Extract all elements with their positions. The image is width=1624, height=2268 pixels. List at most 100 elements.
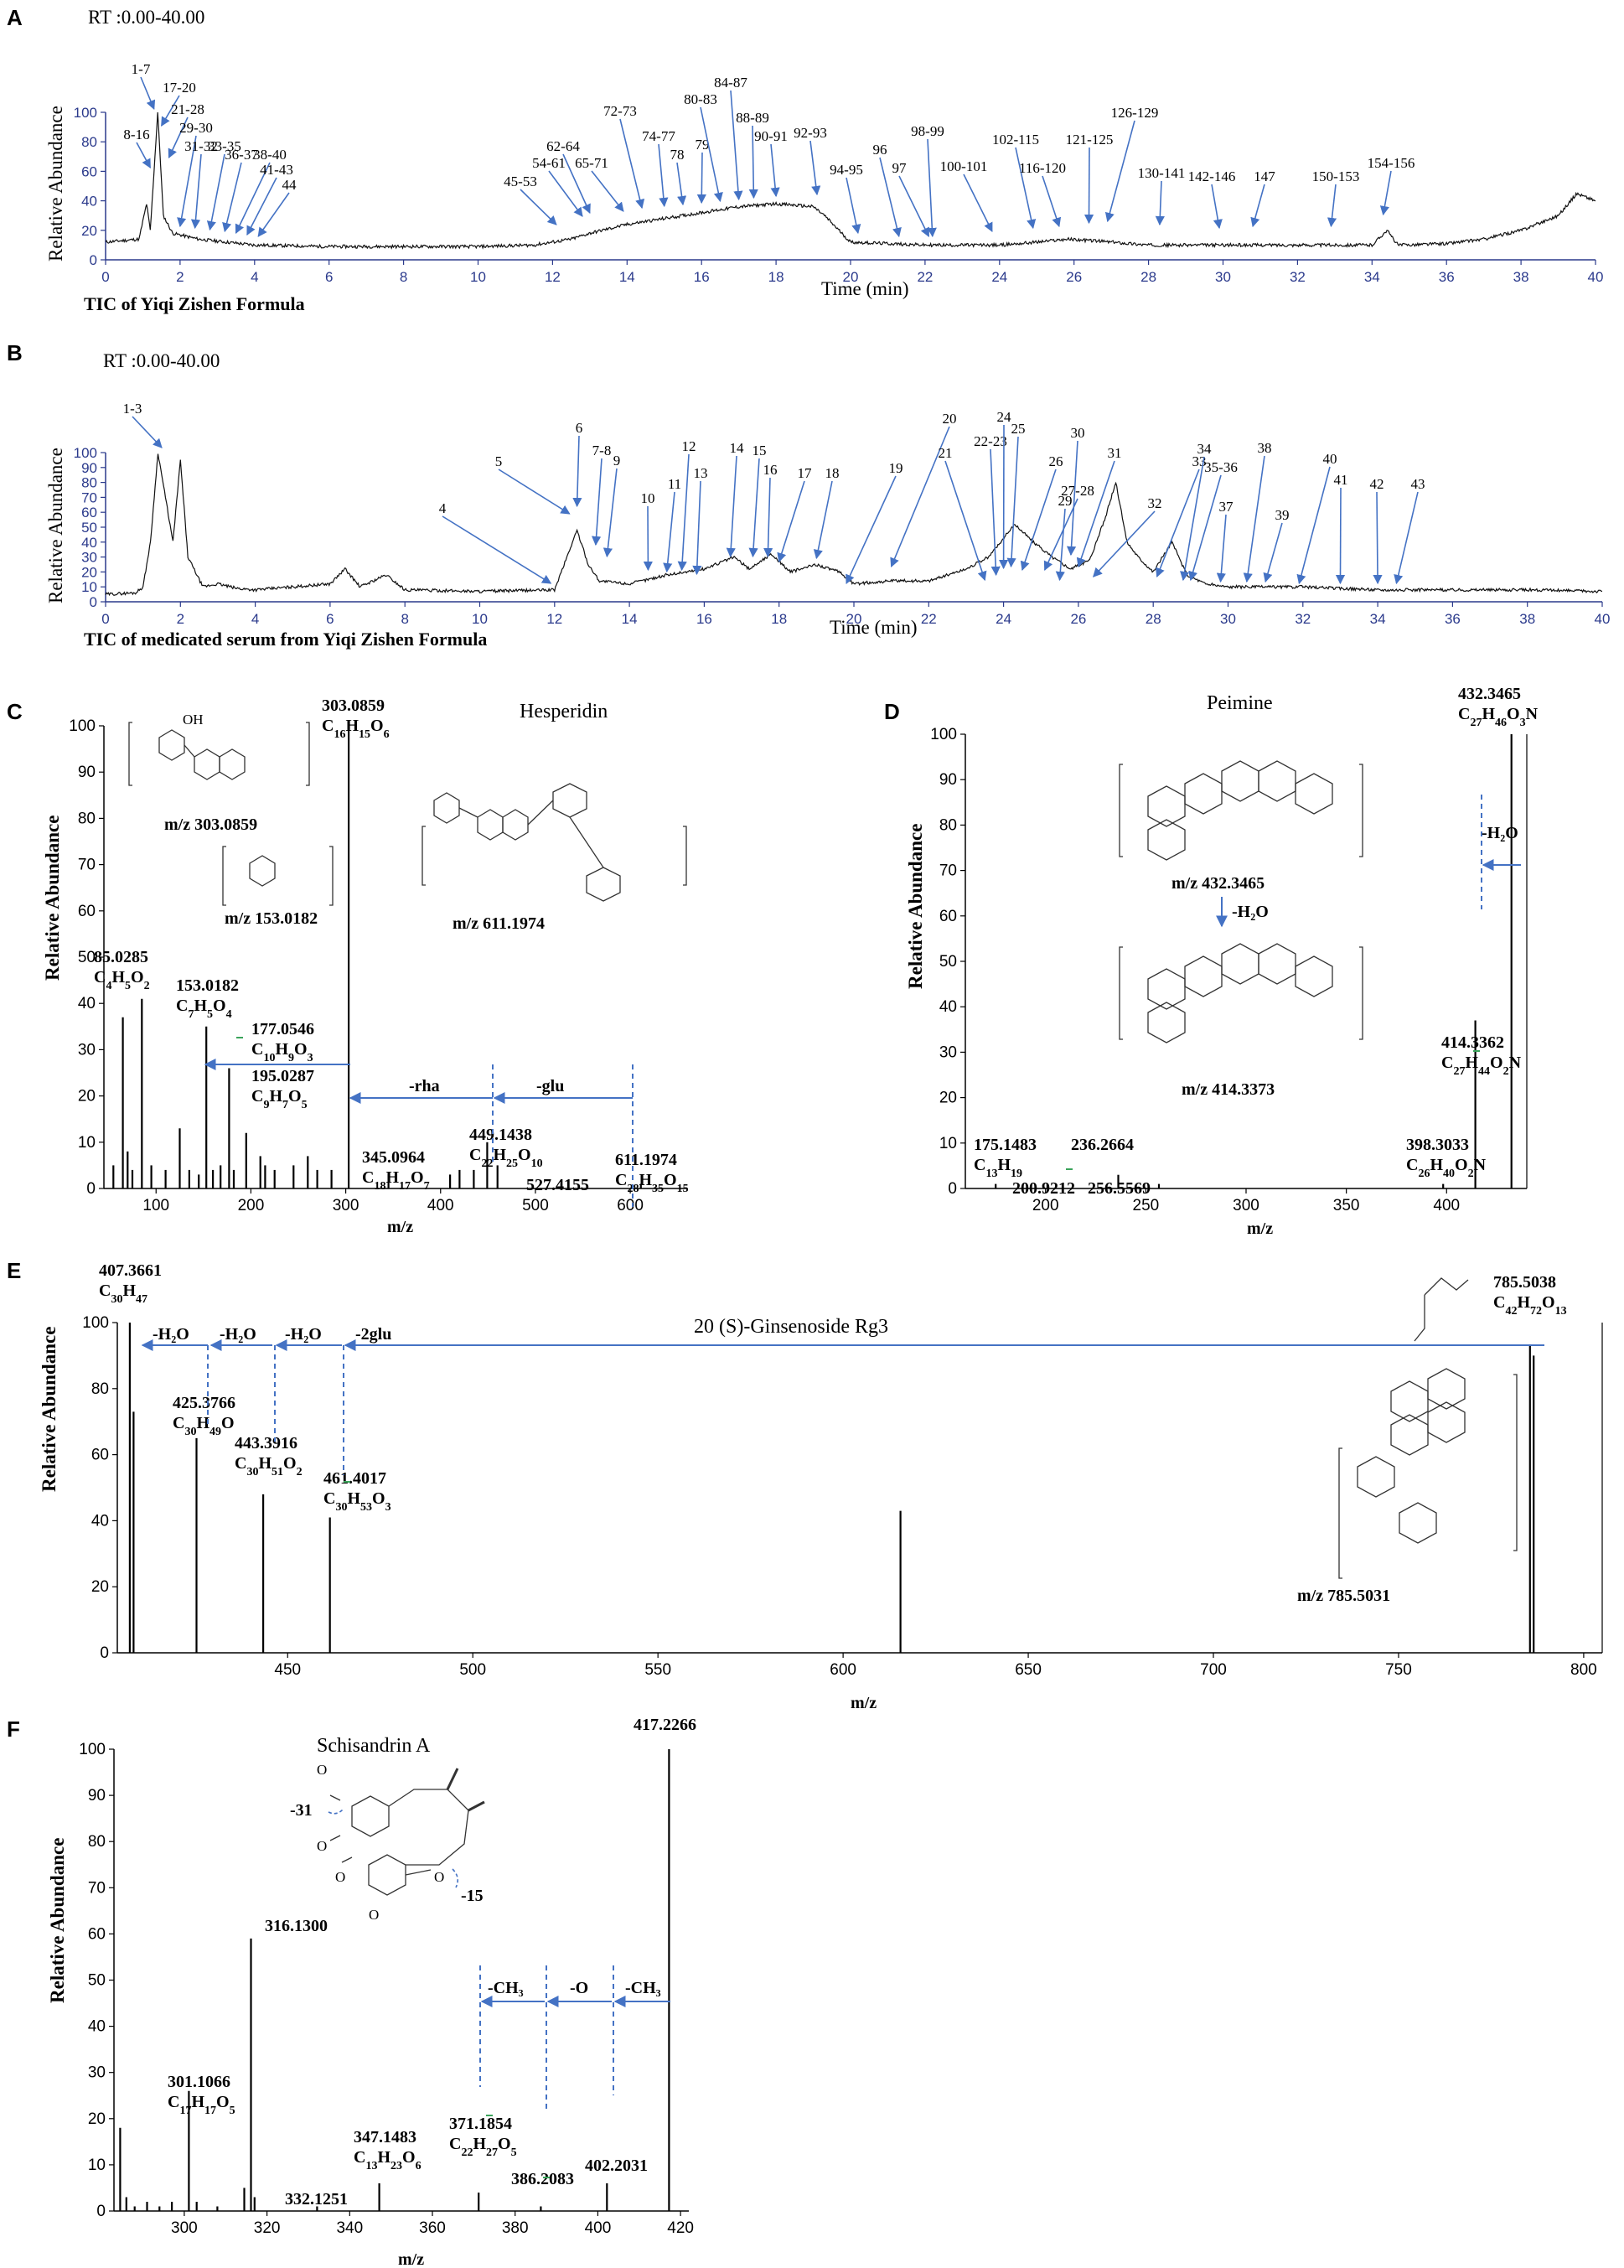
peak-arrow	[1043, 498, 1078, 572]
peak-mz-label: 332.1251	[285, 2190, 348, 2208]
y-tick-label: 50	[88, 1972, 106, 1990]
peak-label: 44	[282, 177, 297, 193]
y-tick-label: 60	[91, 1447, 109, 1464]
y-tick-label: 80	[78, 810, 96, 827]
peak-label: 12	[682, 438, 696, 454]
hesperetin-oh-label: OH	[183, 712, 204, 728]
y-axis-label-b: Relative Abundance	[45, 448, 66, 603]
peak-label: 72-73	[603, 103, 637, 119]
x-axis-label-c: m/z	[387, 1218, 413, 1236]
peak-mz-label: 407.3661	[99, 1261, 162, 1280]
panel-label-a: A	[7, 5, 23, 30]
peak-label: 9	[613, 453, 621, 469]
peak-label: 74-77	[642, 128, 675, 144]
peak-mz-label: 175.1483	[974, 1136, 1037, 1154]
y-tick-label: 10	[939, 1135, 957, 1152]
cut-marks-f	[328, 1808, 459, 1888]
x-tick-label: 700	[1200, 1661, 1227, 1679]
peak-arrow	[591, 170, 624, 212]
peak-label: 94-95	[830, 162, 863, 178]
peak-label: 92-93	[794, 125, 827, 141]
x-tick-label: 450	[274, 1661, 301, 1679]
compound-name-d: Peimine	[1207, 692, 1273, 714]
x-tick-label: 10	[470, 269, 486, 285]
x-tick-label: 500	[522, 1197, 549, 1214]
spectrum-d	[995, 734, 1513, 1188]
panel-c: C Relative Abundance 100 200 300 400 500 600 0…	[7, 696, 689, 1236]
cut-label-15: -15	[461, 1887, 484, 1905]
y-tick-label: 20	[939, 1090, 957, 1107]
peak-label: 29-30	[179, 120, 213, 136]
peak-arrow	[1006, 436, 1019, 568]
peak-label: 1-3	[123, 401, 142, 417]
loss-arrows-e	[141, 1339, 1544, 1475]
peak-label: 27-28	[1061, 483, 1094, 499]
y-tick-label: 90	[939, 771, 957, 789]
structure-fragment-153-icon	[222, 846, 334, 906]
cut-label-31: -31	[290, 1801, 313, 1820]
y-tick-label: 20	[78, 1088, 96, 1106]
y-tick-label: 10	[78, 1134, 96, 1152]
peak-label: 45-53	[504, 173, 537, 189]
x-tick-label: 16	[696, 611, 712, 627]
y-tick-label: 0	[90, 252, 97, 268]
fragment-label-414: m/z 414.3373	[1182, 1080, 1275, 1099]
x-tick-label: 22	[921, 611, 937, 627]
y-tick-label: 20	[91, 1578, 109, 1596]
peak-formula-label: C28H35O15	[615, 1171, 689, 1195]
loss-label-rha: -rha	[409, 1077, 440, 1095]
peak-arrow	[763, 477, 773, 558]
y-tick-label: 20	[81, 223, 97, 239]
peak-label: 33-35	[208, 138, 241, 154]
peak-arrow	[770, 143, 780, 198]
peak-label: 26	[1049, 453, 1063, 469]
axis-ticks-f: 300 320 340 360 380 400 420 0 10 20 30 40 50 60 70 80 90…	[79, 1741, 694, 2237]
chart-title-a: TIC of Yiqi Zishen Formula	[84, 293, 305, 314]
y-tick-label: 30	[939, 1043, 957, 1061]
peak-label: 126-129	[1111, 105, 1159, 121]
y-tick-label: 0	[90, 594, 97, 610]
y-tick-label: 0	[96, 2203, 106, 2220]
loss-arrows-d	[1481, 795, 1521, 909]
y-tick-label: 30	[88, 2064, 106, 2082]
peak-arrow	[748, 458, 760, 558]
peak-label: 39	[1275, 507, 1290, 523]
y-tick-label: 40	[81, 194, 97, 210]
peak-arrow	[676, 162, 687, 206]
peak-arrow	[206, 153, 225, 231]
tic-line-a	[105, 111, 1596, 250]
peak-label: 43	[1411, 476, 1425, 492]
peak-arrow	[177, 135, 197, 228]
peak-arrow	[846, 475, 897, 585]
y-tick-label: 90	[81, 460, 97, 476]
peak-mz-label: 303.0859	[322, 696, 385, 715]
peak-label: 62-64	[546, 138, 580, 154]
structure-schisandrin-icon	[329, 1768, 485, 1896]
peak-label: 90-91	[754, 128, 788, 144]
peak-mz-label: 527.4155	[526, 1176, 589, 1194]
peak-mz-label: 432.3465	[1458, 685, 1521, 703]
peak-mz-label: 153.0182	[176, 976, 239, 995]
x-tick-label: 26	[1066, 269, 1082, 285]
methoxy-o-4: O	[369, 1907, 379, 1923]
peak-annotations-c: 303.0859 C16H15O6 85.0285 C4H5O2 153.0182 C7H…	[94, 696, 689, 1195]
y-tick-label: 40	[88, 2018, 106, 2036]
peak-label: 38	[1258, 440, 1272, 456]
peak-label: 54-61	[532, 155, 566, 171]
y-tick-label: 60	[78, 903, 96, 920]
panel-e: E Relative Abundance 450 500 550 600 650 700 7…	[7, 1258, 1603, 1712]
y-axis-label-d: Relative Abundance	[905, 824, 926, 989]
peak-label: 21	[939, 445, 953, 461]
y-tick-label: 100	[79, 1741, 106, 1758]
fragment-label-303: m/z 303.0859	[164, 816, 257, 834]
peak-mz-label: 256.5569	[1088, 1179, 1151, 1198]
peak-arrow	[1015, 147, 1037, 230]
peak-label: 7-8	[592, 443, 612, 458]
x-tick-label: 12	[546, 611, 562, 627]
peak-arrow	[700, 106, 723, 203]
y-tick-label: 0	[948, 1180, 957, 1198]
x-tick-label: 750	[1385, 1661, 1412, 1679]
peak-label: 22-23	[974, 433, 1007, 449]
peak-arrow	[1055, 508, 1066, 582]
